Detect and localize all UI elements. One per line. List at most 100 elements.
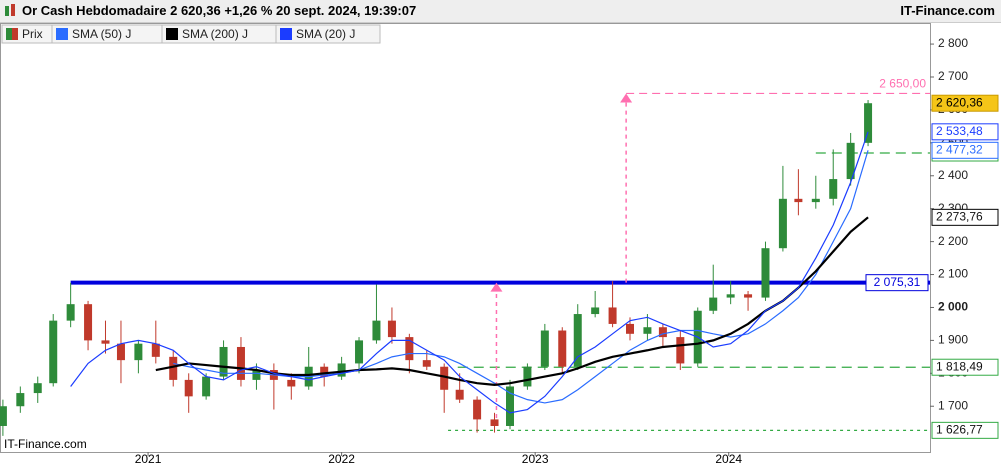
arrow-head xyxy=(490,282,503,292)
candle-body xyxy=(778,198,787,249)
x-tick-label: 2023 xyxy=(522,452,549,466)
candle-body xyxy=(134,343,143,361)
legend-item[interactable]: Prix xyxy=(1,24,53,44)
candle-body xyxy=(33,383,42,394)
sma-label: 2 273,76 xyxy=(936,210,983,224)
candle-body xyxy=(540,330,549,367)
candle-body xyxy=(372,320,381,341)
level-label: 2 650,00 xyxy=(879,77,926,91)
candle-body xyxy=(219,346,228,377)
sma-label-box xyxy=(931,141,999,159)
y-tick-label: 2 800 xyxy=(938,36,968,50)
candle-body xyxy=(151,343,160,357)
candle-body xyxy=(16,393,25,407)
legend-item[interactable]: SMA (200) J xyxy=(161,24,277,44)
candle-body xyxy=(49,320,58,384)
candle-body xyxy=(116,343,125,361)
y-tick-label: 2 400 xyxy=(938,168,968,182)
candle-body xyxy=(506,386,514,426)
y-tick-label: 2 000 xyxy=(938,300,968,314)
sma-label: 2 533,48 xyxy=(936,124,983,138)
candle-body xyxy=(573,314,582,367)
candle-body xyxy=(608,307,617,324)
level-label: 1 818,49 xyxy=(936,359,983,373)
candle-body xyxy=(405,337,414,361)
x-tick-label: 2021 xyxy=(135,452,162,466)
candle-body xyxy=(811,198,820,203)
watermark: IT-Finance.com xyxy=(4,437,87,451)
candle-body xyxy=(473,399,482,420)
candle-body xyxy=(658,327,667,338)
header: Or Cash Hebdomadaire 2 620,36 +1,26 % 20… xyxy=(0,0,1001,23)
candle-body xyxy=(101,340,110,344)
candle-body xyxy=(0,406,7,426)
candle-body xyxy=(252,370,261,380)
candle-body xyxy=(320,366,329,377)
candle-body xyxy=(794,198,803,203)
level-label-box xyxy=(865,274,929,292)
level-label-box xyxy=(931,421,999,439)
level-label-box xyxy=(931,358,999,376)
candle-body xyxy=(66,304,75,321)
legend-swatch xyxy=(166,28,178,40)
price-label: 2 620,36 xyxy=(936,95,983,109)
candle-body xyxy=(558,330,567,367)
sma-line xyxy=(70,131,869,414)
legend-label: SMA (50) J xyxy=(72,27,131,41)
legend-item[interactable]: SMA (20) J xyxy=(275,24,381,44)
candle-body xyxy=(169,356,178,380)
candle-body xyxy=(761,248,770,298)
x-tick-label: 2024 xyxy=(715,452,742,466)
legend-swatch xyxy=(6,28,12,40)
candle-body xyxy=(337,363,346,377)
y-tick-label: 2 200 xyxy=(938,234,968,248)
sma-label: 2 477,32 xyxy=(936,142,983,156)
legend-swatch xyxy=(12,28,18,40)
legend-swatch xyxy=(280,28,292,40)
candle-body xyxy=(709,297,718,311)
candle-body xyxy=(726,294,735,298)
legend-label: SMA (200) J xyxy=(182,27,248,41)
legend-label: Prix xyxy=(22,27,43,41)
sma-label-box xyxy=(931,208,999,226)
x-tick-label: 2022 xyxy=(328,452,355,466)
plot-frame xyxy=(0,23,931,453)
candle-body xyxy=(287,379,296,387)
candle-body xyxy=(591,307,600,315)
arrow-head xyxy=(620,93,633,103)
title: Or Cash Hebdomadaire 2 620,36 +1,26 % 20… xyxy=(22,3,417,18)
candle-body xyxy=(387,320,396,338)
legend-swatch xyxy=(56,28,68,40)
brand: IT-Finance.com xyxy=(900,3,995,18)
price-label-box xyxy=(931,94,999,112)
sma-line xyxy=(155,216,869,386)
legend-label: SMA (20) J xyxy=(296,27,355,41)
candle-body xyxy=(523,366,532,387)
sma-label-box xyxy=(931,123,999,141)
candle-body xyxy=(455,389,464,400)
candle-body xyxy=(643,327,652,334)
y-tick-label: 2 700 xyxy=(938,69,968,83)
y-tick-label: 1 900 xyxy=(938,333,968,347)
level-label: 1 626,77 xyxy=(936,423,983,437)
candle-body xyxy=(829,179,838,199)
candle-body xyxy=(202,376,211,397)
y-tick-label: 2 100 xyxy=(938,267,968,281)
candle-body xyxy=(676,337,685,364)
candle-body xyxy=(422,360,431,367)
candle-body xyxy=(84,304,93,341)
candle-body xyxy=(440,366,449,390)
candle-body xyxy=(744,294,753,298)
candle-body xyxy=(626,323,634,334)
legend-item[interactable]: SMA (50) J xyxy=(51,24,163,44)
y-tick-label: 1 700 xyxy=(938,398,968,412)
candle-body xyxy=(236,346,245,380)
candle-body xyxy=(355,340,364,364)
level-label: 2 075,31 xyxy=(874,275,921,289)
candle-body xyxy=(184,379,193,397)
menu-icon[interactable] xyxy=(4,3,20,19)
candle-body xyxy=(846,142,855,180)
candle-body xyxy=(864,103,873,143)
